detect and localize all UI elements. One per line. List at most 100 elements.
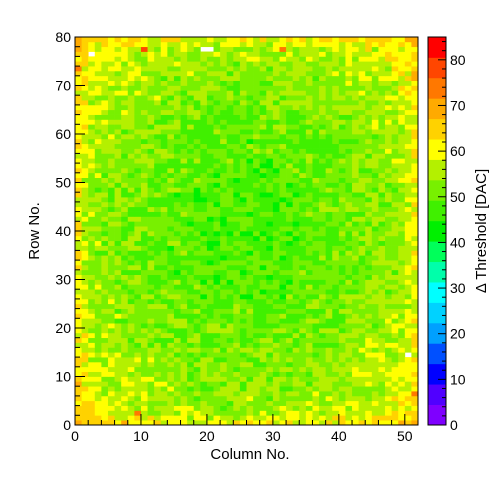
heatmap-cell xyxy=(338,376,346,382)
heatmap-cell xyxy=(233,80,241,86)
heatmap-cell xyxy=(345,405,353,411)
heatmap-cell xyxy=(121,308,129,314)
heatmap-cell xyxy=(173,395,181,402)
heatmap-cell xyxy=(279,163,287,169)
heatmap-cell xyxy=(140,303,148,309)
heatmap-cell xyxy=(352,119,359,125)
heatmap-cell xyxy=(94,415,102,421)
heatmap-cell xyxy=(107,342,115,348)
heatmap-cell xyxy=(220,143,228,149)
heatmap-cell xyxy=(279,114,287,120)
heatmap-cell xyxy=(226,323,234,329)
heatmap-cell xyxy=(325,415,333,421)
heatmap-cell xyxy=(233,148,241,154)
heatmap-cell xyxy=(371,231,379,237)
heatmap-cell xyxy=(272,226,280,232)
heatmap-cell xyxy=(121,85,129,91)
heatmap-cell xyxy=(101,245,109,251)
heatmap-cell xyxy=(391,264,399,271)
heatmap-cell xyxy=(266,95,274,101)
heatmap-cell xyxy=(325,70,333,77)
heatmap-cell xyxy=(246,332,254,339)
heatmap-cell xyxy=(206,211,214,217)
heatmap-cell xyxy=(167,250,175,256)
heatmap-cell xyxy=(173,158,181,164)
heatmap-cell xyxy=(101,420,109,426)
heatmap-cell xyxy=(154,114,162,120)
heatmap-cell xyxy=(404,216,412,222)
heatmap-cell xyxy=(107,66,115,72)
heatmap-cell xyxy=(325,153,333,159)
heatmap-cell xyxy=(345,323,353,329)
heatmap-cell xyxy=(404,153,412,159)
heatmap-cell xyxy=(107,197,115,203)
heatmap-cell xyxy=(299,172,307,178)
heatmap-cell xyxy=(160,95,168,101)
heatmap-cell xyxy=(213,211,221,217)
heatmap-cell xyxy=(167,366,175,372)
heatmap-cell xyxy=(266,294,274,300)
heatmap-cell xyxy=(193,357,201,363)
heatmap-cell xyxy=(173,420,181,426)
heatmap-cell xyxy=(220,104,228,111)
heatmap-cell xyxy=(220,264,228,271)
heatmap-cell xyxy=(371,357,379,363)
heatmap-cell xyxy=(200,211,208,217)
heatmap-cell xyxy=(266,143,274,149)
heatmap-cell xyxy=(180,269,188,275)
heatmap-cell xyxy=(398,395,406,402)
heatmap-cell xyxy=(299,410,307,416)
heatmap-cell xyxy=(385,95,392,101)
heatmap-cell xyxy=(385,51,392,57)
heatmap-cell xyxy=(272,61,280,67)
heatmap-cell xyxy=(365,226,373,232)
heatmap-cell xyxy=(404,405,412,411)
heatmap-cell xyxy=(233,357,241,363)
heatmap-cell xyxy=(391,172,399,178)
heatmap-cell xyxy=(88,284,96,290)
heatmap-cell xyxy=(385,298,392,305)
heatmap-cell xyxy=(345,303,353,309)
heatmap-cell xyxy=(147,216,155,222)
heatmap-cell xyxy=(154,235,162,242)
heatmap-cell xyxy=(200,415,208,421)
heatmap-cell xyxy=(378,167,386,174)
heatmap-cell xyxy=(127,357,135,363)
heatmap-cell xyxy=(239,279,247,285)
heatmap-cell xyxy=(101,352,109,358)
heatmap-cell xyxy=(358,342,366,348)
heatmap-cell xyxy=(371,366,379,372)
heatmap-cell xyxy=(266,85,274,91)
heatmap-cell xyxy=(167,332,175,339)
heatmap-cell xyxy=(233,104,241,111)
heatmap-cell xyxy=(411,187,419,193)
heatmap-cell xyxy=(253,410,261,416)
heatmap-cell xyxy=(292,298,300,305)
heatmap-cell xyxy=(378,148,386,154)
heatmap-cell xyxy=(160,250,168,256)
heatmap-cell xyxy=(160,357,168,363)
heatmap-cell xyxy=(385,284,392,290)
heatmap-cell xyxy=(127,323,135,329)
heatmap-cell xyxy=(107,395,115,402)
heatmap-cell xyxy=(187,255,195,261)
heatmap-cell xyxy=(385,206,392,212)
heatmap-cell xyxy=(193,361,201,368)
heatmap-cell xyxy=(299,400,307,406)
heatmap-cell xyxy=(371,211,379,217)
heatmap-cell xyxy=(239,376,247,382)
heatmap-cell xyxy=(338,100,346,106)
heatmap-cell xyxy=(266,80,274,86)
heatmap-cell xyxy=(75,221,82,227)
heatmap-cell xyxy=(259,124,267,130)
heatmap-cell xyxy=(253,143,261,149)
heatmap-cell xyxy=(160,211,168,217)
heatmap-cell xyxy=(411,342,419,348)
heatmap-cell xyxy=(81,410,89,416)
heatmap-cell xyxy=(358,260,366,266)
heatmap-cell xyxy=(253,197,261,203)
heatmap-cell xyxy=(213,410,221,416)
palette-swatch xyxy=(428,200,446,222)
heatmap-cell xyxy=(279,187,287,193)
heatmap-cell xyxy=(371,124,379,130)
